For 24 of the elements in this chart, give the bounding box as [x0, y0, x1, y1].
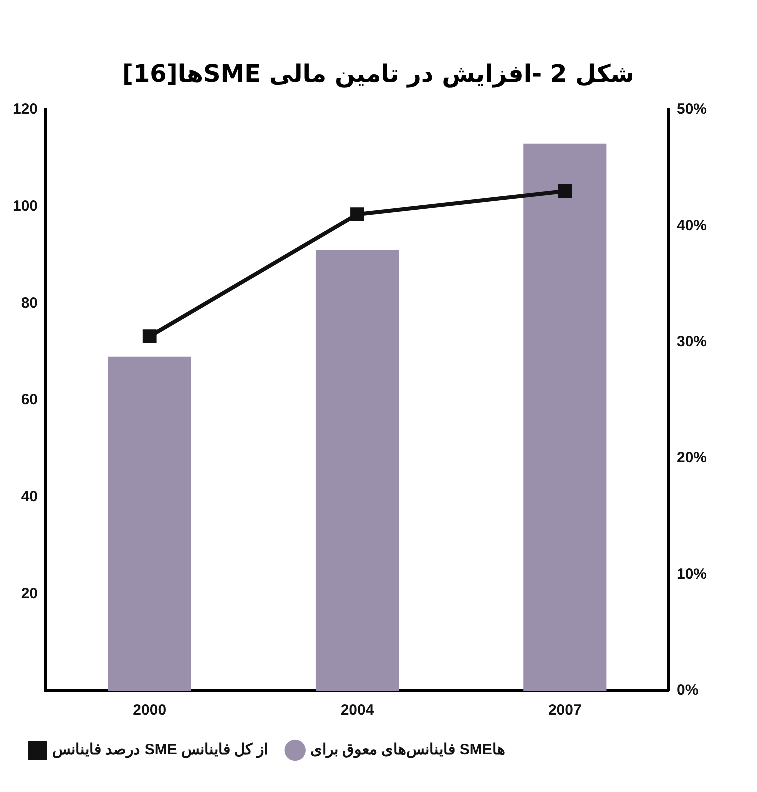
point [142, 330, 157, 344]
x-tick-label: 2004 [340, 702, 375, 720]
y-tick-label: 40 [21, 488, 38, 506]
x-tick-label: 2000 [133, 702, 167, 720]
point [558, 184, 572, 198]
y2-tick-label: 50% [676, 101, 708, 118]
y2-tick-label: 20% [676, 450, 708, 467]
legend-label: فاینانس‌های معوق برای SMEها [310, 742, 506, 759]
point [350, 208, 364, 222]
y-tick-label: 120 [12, 101, 38, 118]
chart-title: شکل 2 -افزایش در تامین مالی SMEها[16] [122, 60, 636, 88]
y-tick-label: 20 [21, 585, 38, 602]
bar [524, 144, 607, 691]
bar [108, 356, 192, 691]
x-tick-label: 2007 [548, 702, 582, 720]
y2-tick-label: 40% [676, 217, 708, 234]
y-tick-label: 80 [21, 294, 38, 312]
y2-tick-label: 0% [676, 682, 699, 700]
legend-label: درصد فاینانس SME از کل فاینانس [52, 742, 268, 759]
bar [316, 250, 400, 691]
y-tick-label: 100 [12, 198, 38, 215]
y2-tick-label: 10% [676, 566, 708, 583]
y2-tick-label: 30% [676, 334, 708, 351]
y-tick-label: 60 [21, 392, 38, 409]
